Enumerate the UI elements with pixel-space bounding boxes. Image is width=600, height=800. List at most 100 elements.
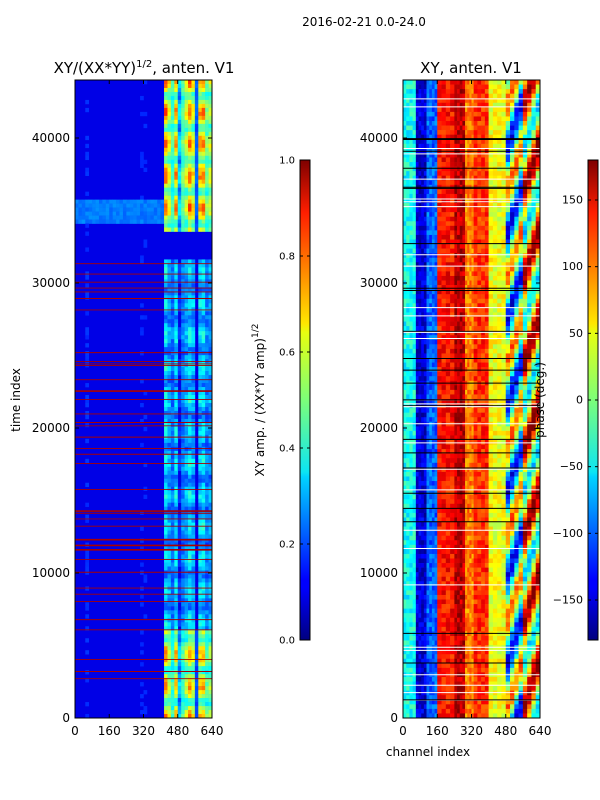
phase-cell [445,581,451,587]
phase-cell [445,704,451,710]
phase-cell [441,572,447,578]
phase-cell [426,294,430,300]
phase-cell [457,430,461,436]
phase-cell [445,563,451,568]
phase-cell [431,116,435,122]
phase-cell [457,490,461,495]
phase-cell [441,622,447,628]
amplitude-cell [143,315,148,320]
phase-cell [421,216,425,222]
phase-cell [454,298,458,304]
phase-cell [445,408,451,413]
amplitude-cell [201,686,206,691]
phase-cell [434,412,438,418]
phase-cell [423,84,427,90]
amplitude-cell [164,686,168,691]
amplitude-cell [170,307,175,312]
phase-cell [429,622,433,628]
amplitude-cell [191,187,196,192]
phase-cell [403,494,407,500]
amplitude-cell [140,682,144,687]
phase-cell [415,572,419,578]
amplitude-colorbar-tick-label: 0.4 [279,444,295,455]
phase-cell [445,517,451,523]
phase-cell [421,658,425,664]
amplitude-cell [181,91,185,97]
amplitude-cell [129,199,134,204]
amplitude-cell [170,690,175,695]
amplitude-cell [205,574,209,579]
amplitude-cell [191,630,196,635]
amplitude-cell [201,263,206,268]
phase-cell [457,417,461,423]
amplitude-cell [184,670,189,675]
phase-cell [434,394,438,400]
amplitude-cell [184,494,189,499]
amplitude-cell [194,91,199,97]
phase-cell [421,89,425,94]
amplitude-cell [140,402,144,408]
phase-cell [409,508,413,514]
phase-cell [412,121,417,126]
phase-cell [457,93,461,99]
phase-cell [454,198,458,204]
phase-cell [434,294,438,300]
amplitude-cell [167,558,172,563]
amplitude-cell [164,187,168,192]
phase-cell [450,257,455,263]
phase-cell [454,152,458,158]
phase-cell [450,649,455,655]
phase-cell [450,503,455,509]
amplitude-cell [170,271,175,276]
amplitude-cell [188,578,192,583]
amplitude-cell [198,602,203,607]
amplitude-cell [167,323,172,328]
amplitude-cell [208,355,212,360]
phase-cell [437,458,442,464]
phase-cell [431,221,435,227]
phase-cell [431,389,435,395]
phase-cell [412,266,417,272]
phase-cell [418,517,422,523]
phase-cell [426,654,430,660]
amplitude-cell [136,211,141,216]
phase-cell [445,303,451,309]
amplitude-cell [184,203,189,208]
phase-cell [454,485,458,491]
phase-cell [426,180,430,186]
phase-cell [462,385,466,391]
amplitude-cell [170,387,175,392]
phase-cell [426,399,430,404]
phase-cell [462,294,466,300]
phase-cell [403,130,407,135]
phase-cell [426,512,430,518]
phase-cell [434,594,438,600]
phase-cell [429,572,433,578]
amplitude-cell [150,203,155,208]
amplitude-cell [181,702,185,707]
phase-cell [431,257,435,263]
phase-cell [450,590,455,596]
amplitude-cell [201,690,206,695]
phase-cell [454,471,458,477]
amplitude-cell [184,175,189,180]
amplitude-cell [181,80,185,85]
phase-cell [421,166,425,172]
amplitude-cell [167,546,172,551]
amplitude-cell [198,347,203,352]
phase-cell [462,166,466,172]
amplitude-cell [191,323,196,328]
phase-cell [403,116,407,122]
phase-cell [434,162,438,167]
phase-cell [423,713,427,718]
phase-cell [423,326,427,331]
amplitude-cell [184,438,189,444]
phase-cell [426,626,430,632]
phase-cell [418,212,422,218]
amplitude-cell [170,303,175,308]
amplitude-cell [164,303,168,308]
amplitude-cell [191,299,196,304]
amplitude-cell [194,107,199,113]
amplitude-cell [191,594,196,599]
phase-cell [412,567,417,573]
